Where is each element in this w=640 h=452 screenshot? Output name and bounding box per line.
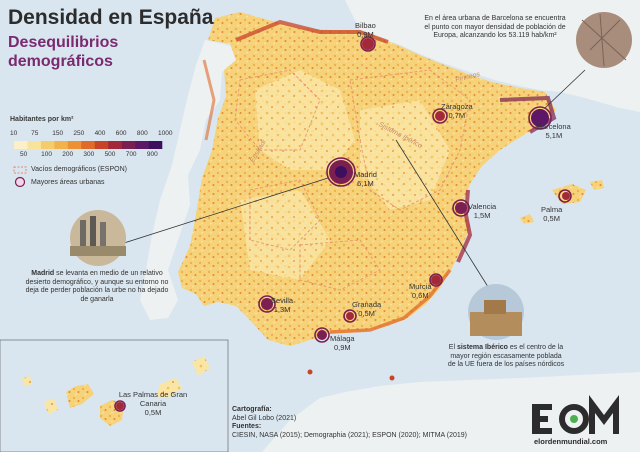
legend-bottom-tick: 100	[41, 151, 52, 158]
legend-swatch	[40, 141, 55, 149]
france-land	[345, 0, 640, 112]
legend-swatch	[54, 141, 69, 149]
leader-lines	[123, 69, 586, 299]
city-valencia: Valencia 1,5M	[468, 202, 497, 220]
legend-title: Habitantes por km²	[10, 116, 74, 123]
urban-area-markers	[114, 36, 572, 412]
city-murcia: Murcia 0,6M	[409, 282, 432, 300]
note-barcelona: En el área urbana de Barcelona se encuen…	[424, 15, 566, 39]
city-granada: Granada 0,5M	[352, 300, 382, 318]
carto-label: Cartografía:	[232, 406, 272, 413]
city-barcelona: Barcelona 5,1M	[537, 122, 571, 140]
canary-inset	[0, 339, 229, 452]
barcelona-photo	[576, 12, 632, 68]
credits-block: Cartografía: Abel Gil Lobo (2021) Fuente…	[232, 406, 522, 440]
carto-value: Abel Gil Lobo (2021)	[232, 414, 297, 422]
sources-label: Fuentes:	[232, 423, 262, 430]
legend-bottom-tick: 300	[83, 151, 95, 158]
eom-logo	[532, 395, 619, 434]
brand-site: elordenmundial.com	[534, 437, 608, 446]
legend-swatch	[27, 141, 42, 149]
city-sevilla: Sevilla 1,3M	[271, 296, 294, 314]
legend-top-tick: 1000	[158, 130, 173, 137]
note-madrid: Madrid se levanta en medio de un relativ…	[25, 270, 169, 303]
sources-value: CIESIN, NASA (2015); Demographia (2021);…	[232, 431, 467, 439]
legend-swatch	[14, 141, 28, 149]
legend-bottom-tick: 900	[146, 151, 158, 158]
legend-bottom-tick: 50	[20, 151, 28, 158]
page-subtitle: Desequilibrios demográficos	[8, 34, 119, 70]
legend-swatch	[67, 141, 82, 149]
legend-swatch	[108, 141, 122, 149]
legend-top-tick: 600	[115, 130, 127, 137]
legend-swatch	[121, 141, 136, 149]
city-malaga: Málaga 0,9M	[330, 334, 355, 352]
city-bilbao: Bilbao 0,9M	[355, 21, 376, 39]
legend-voids-label: Vacíos demográficos (ESPON)	[31, 166, 127, 173]
city-madrid: Madrid 6,1M	[354, 170, 377, 188]
legend-top-tick: 75	[31, 130, 39, 137]
legend-top-tick: 250	[73, 130, 85, 137]
legend-bottom-tick: 700	[125, 151, 137, 158]
urban-density-blobs	[261, 38, 549, 340]
legend-colorbar	[14, 141, 163, 149]
legend-swatch	[135, 141, 149, 149]
iberico-photo	[468, 284, 524, 340]
legend-bottom-tick: 200	[62, 151, 74, 158]
city-las-palmas: Las Palmas de Gran Canaria 0,5M	[118, 390, 188, 417]
page-title: Densidad en España	[8, 6, 214, 29]
legend-bottom-tick: 500	[104, 151, 116, 158]
note-sistema-iberico: El sistema Ibérico es el centro de la ma…	[447, 344, 565, 368]
city-zaragoza: Zaragoza 0,7M	[441, 102, 473, 120]
legend-top-tick: 800	[136, 130, 148, 137]
legend-swatch	[148, 141, 163, 149]
legend-urban-label: Mayores áreas urbanas	[31, 179, 105, 186]
legend-swatch	[94, 141, 109, 149]
legend-top-tick: 400	[94, 130, 106, 137]
madrid-photo	[70, 210, 126, 266]
demographic-voids	[234, 69, 471, 291]
legend-swatch	[81, 141, 96, 149]
legend-top-tick: 10	[10, 130, 18, 137]
portugal-land	[140, 40, 240, 320]
legend-top-tick: 150	[52, 130, 64, 137]
city-palma: Palma 0,5M	[541, 205, 563, 223]
